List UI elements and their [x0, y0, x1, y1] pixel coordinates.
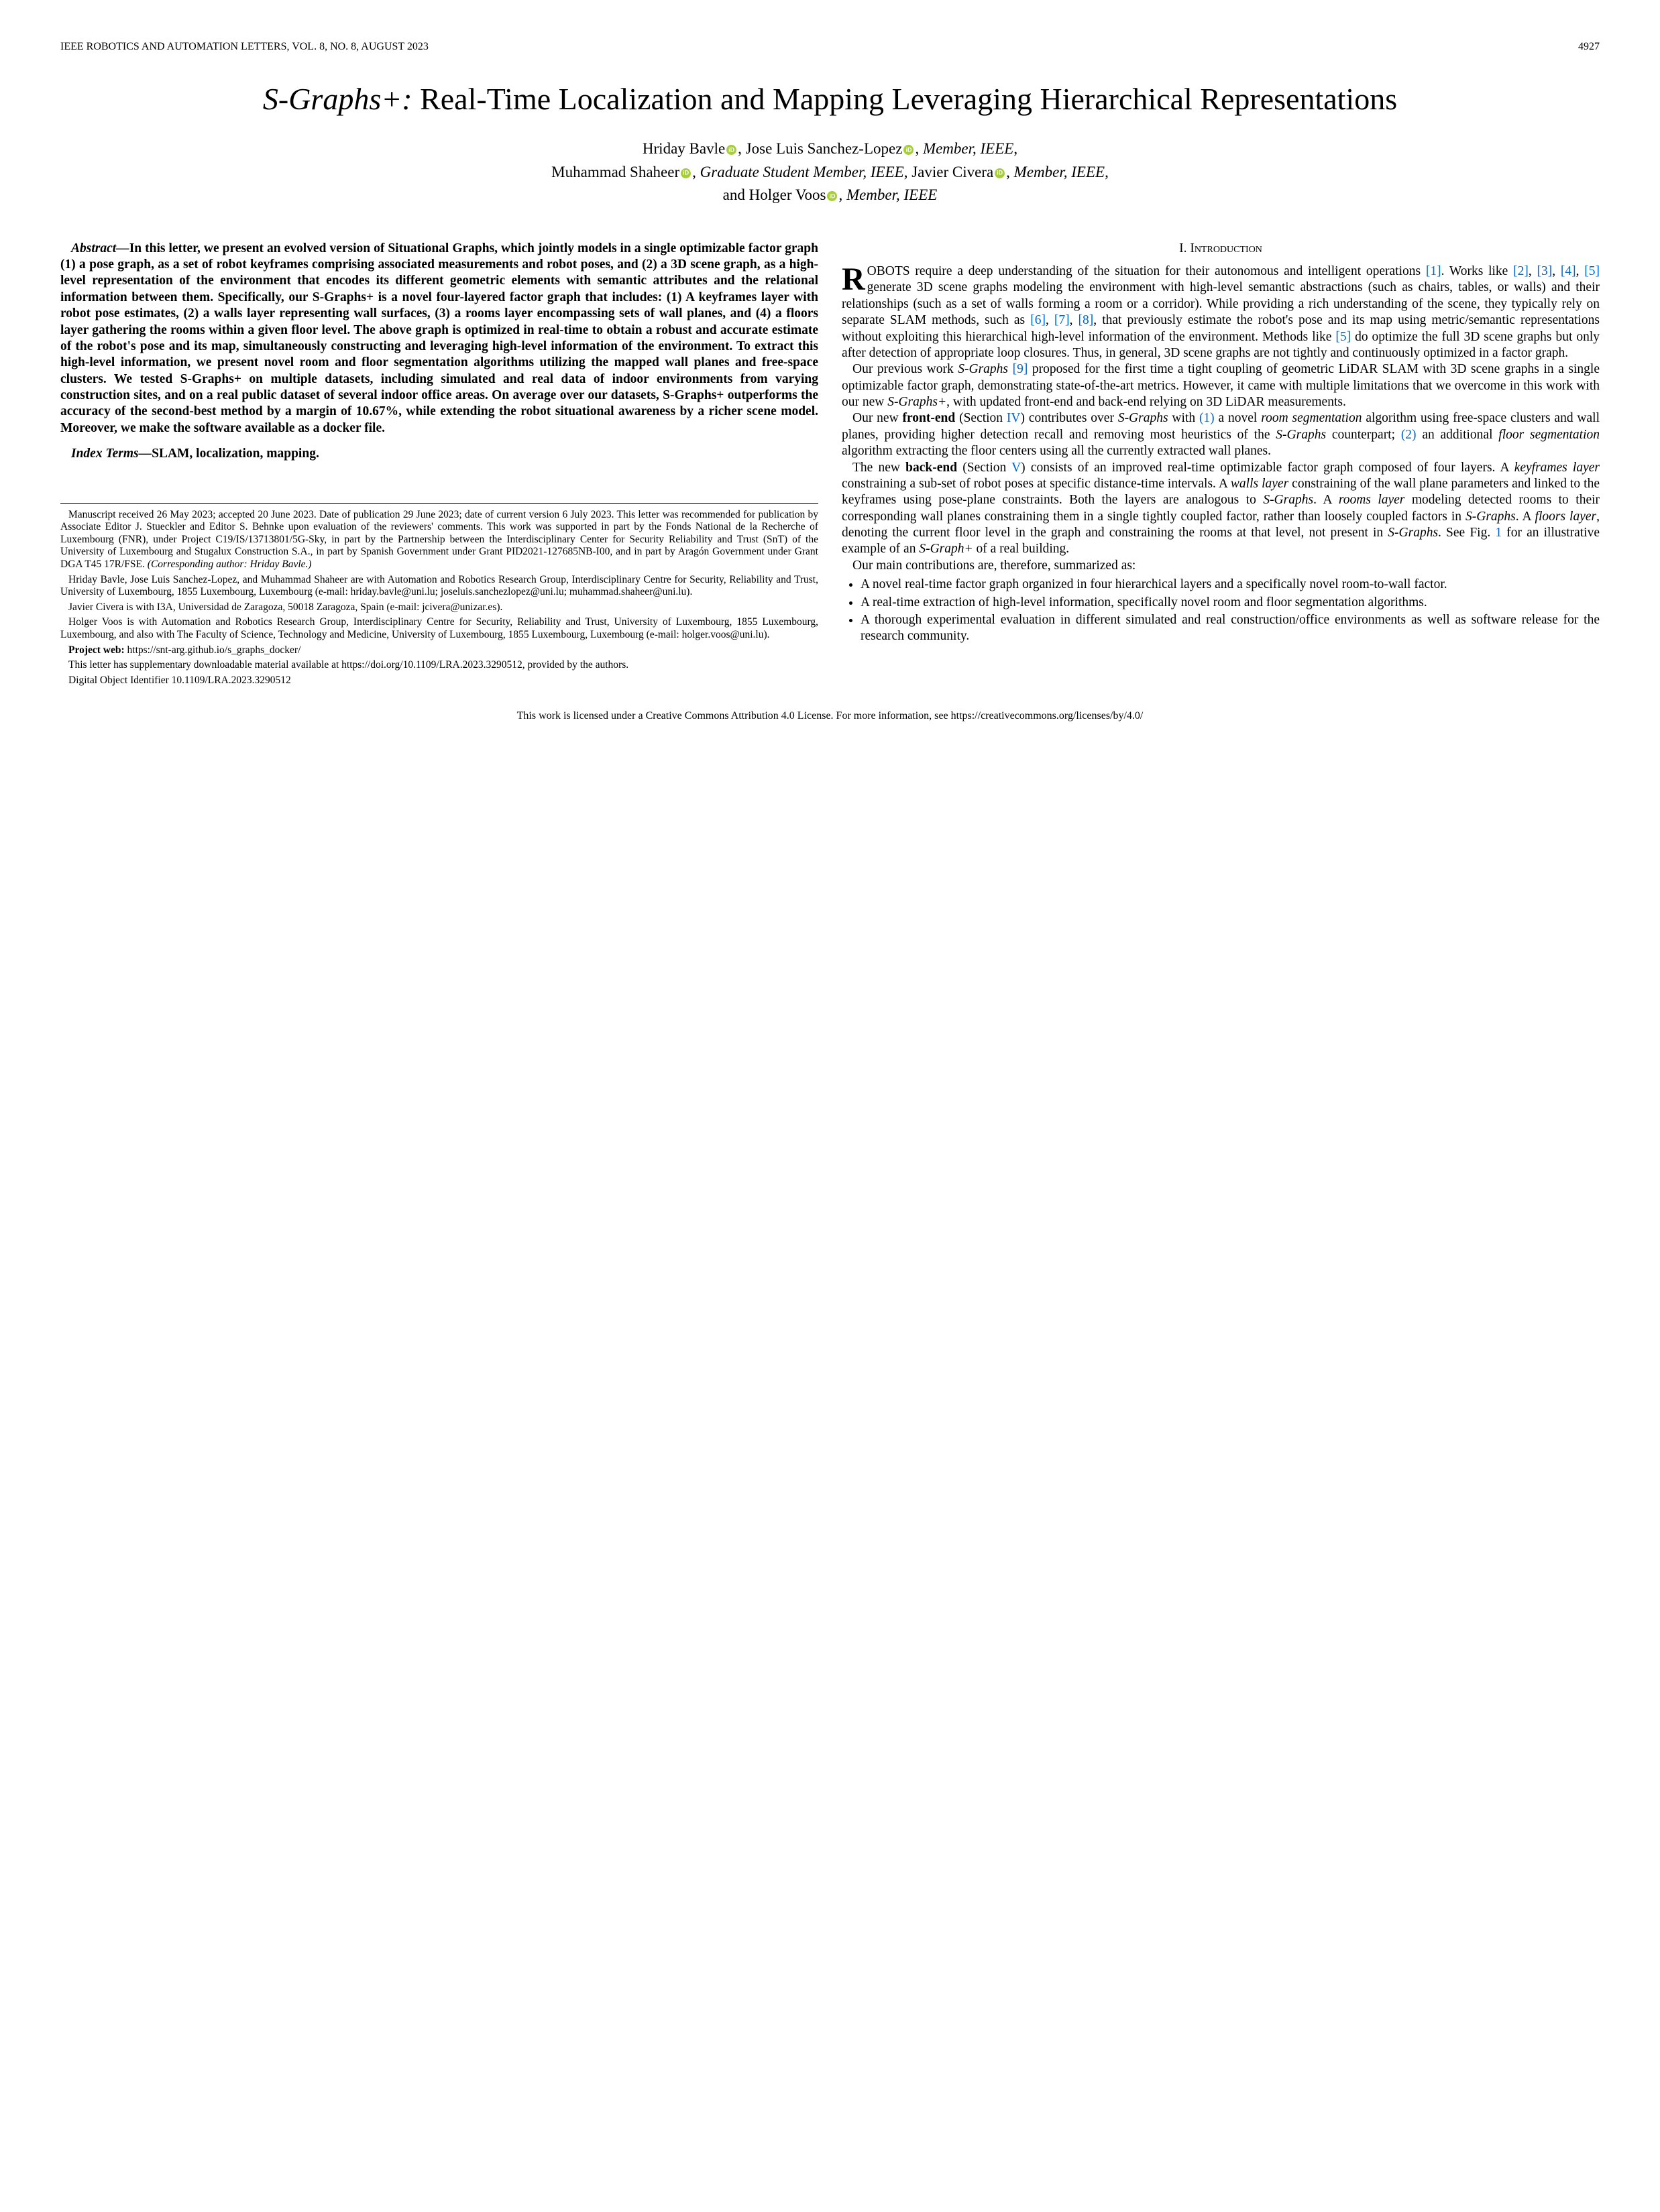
author-role: Member, IEEE — [923, 140, 1013, 157]
section-link[interactable]: IV — [1007, 411, 1021, 425]
author-role: Member, IEEE — [1014, 164, 1105, 180]
right-column: I. Introduction ROBOTS require a deep un… — [842, 241, 1600, 690]
author-name: Holger Voos — [749, 186, 826, 203]
journal-info: IEEE ROBOTICS AND AUTOMATION LETTERS, VO… — [60, 40, 429, 54]
author-role: Member, IEEE — [846, 186, 937, 203]
citation-link[interactable]: [6] — [1030, 313, 1046, 327]
license-notice: This work is licensed under a Creative C… — [60, 709, 1600, 723]
citation-link[interactable]: [3] — [1537, 264, 1552, 278]
citation-link[interactable]: [5] — [1584, 264, 1600, 278]
citation-link[interactable]: [2] — [1513, 264, 1529, 278]
orcid-icon[interactable] — [995, 168, 1005, 178]
intro-paragraph: Our new front-end (Section IV) contribut… — [842, 410, 1600, 459]
running-header: IEEE ROBOTICS AND AUTOMATION LETTERS, VO… — [60, 40, 1600, 54]
intro-paragraph: The new back-end (Section V) consists of… — [842, 460, 1600, 558]
figure-link[interactable]: 1 — [1495, 526, 1502, 540]
index-terms: Index Terms—SLAM, localization, mapping. — [60, 446, 818, 462]
citation-link[interactable]: [1] — [1426, 264, 1441, 278]
citation-link[interactable]: [5] — [1335, 330, 1351, 344]
orcid-icon[interactable] — [681, 168, 691, 178]
citation-link[interactable]: [9] — [1013, 362, 1028, 376]
footnote-doi: Digital Object Identifier 10.1109/LRA.20… — [60, 675, 818, 687]
contributions-list: A novel real-time factor graph organized… — [842, 577, 1600, 645]
author-name: Muhammad Shaheer — [551, 164, 679, 180]
abstract: Abstract—In this letter, we present an e… — [60, 241, 818, 437]
author-block: Hriday Bavle, Jose Luis Sanchez-Lopez, M… — [60, 137, 1600, 207]
author-name: Javier Civera — [911, 164, 993, 180]
body-columns: Abstract—In this letter, we present an e… — [60, 241, 1600, 690]
contribution-item: A thorough experimental evaluation in di… — [861, 612, 1600, 645]
intro-paragraph: Our previous work S-Graphs [9] proposed … — [842, 361, 1600, 410]
orcid-icon[interactable] — [827, 191, 837, 201]
author-name: Hriday Bavle — [643, 140, 725, 157]
citation-link[interactable]: [7] — [1054, 313, 1070, 327]
footnote-affiliation: Holger Voos is with Automation and Robot… — [60, 616, 818, 641]
author-name: Jose Luis Sanchez-Lopez — [746, 140, 903, 157]
contribution-item: A novel real-time factor graph organized… — [861, 577, 1600, 593]
contributions-lead: Our main contributions are, therefore, s… — [842, 558, 1600, 574]
footnote-supplementary: This letter has supplementary downloadab… — [60, 659, 818, 672]
footnote-manuscript: Manuscript received 26 May 2023; accepte… — [60, 509, 818, 571]
intro-paragraph: ROBOTS require a deep understanding of t… — [842, 264, 1600, 361]
footnote-project-web: Project web: https://snt-arg.github.io/s… — [60, 644, 818, 657]
contribution-item: A real-time extraction of high-level inf… — [861, 595, 1600, 611]
paper-title: S-Graphs+: Real-Time Localization and Ma… — [60, 80, 1600, 117]
left-column: Abstract—In this letter, we present an e… — [60, 241, 818, 690]
footnote-affiliation: Hriday Bavle, Jose Luis Sanchez-Lopez, a… — [60, 574, 818, 599]
section-link[interactable]: V — [1011, 461, 1021, 475]
orcid-icon[interactable] — [903, 145, 914, 155]
section-heading: I. Introduction — [842, 241, 1600, 257]
orcid-icon[interactable] — [726, 145, 736, 155]
page-number: 4927 — [1578, 40, 1600, 54]
footnote-affiliation: Javier Civera is with I3A, Universidad d… — [60, 601, 818, 614]
citation-link[interactable]: [4] — [1561, 264, 1576, 278]
citation-link[interactable]: [8] — [1078, 313, 1094, 327]
author-role: Graduate Student Member, IEEE — [700, 164, 904, 180]
footnote-block: Manuscript received 26 May 2023; accepte… — [60, 503, 818, 687]
